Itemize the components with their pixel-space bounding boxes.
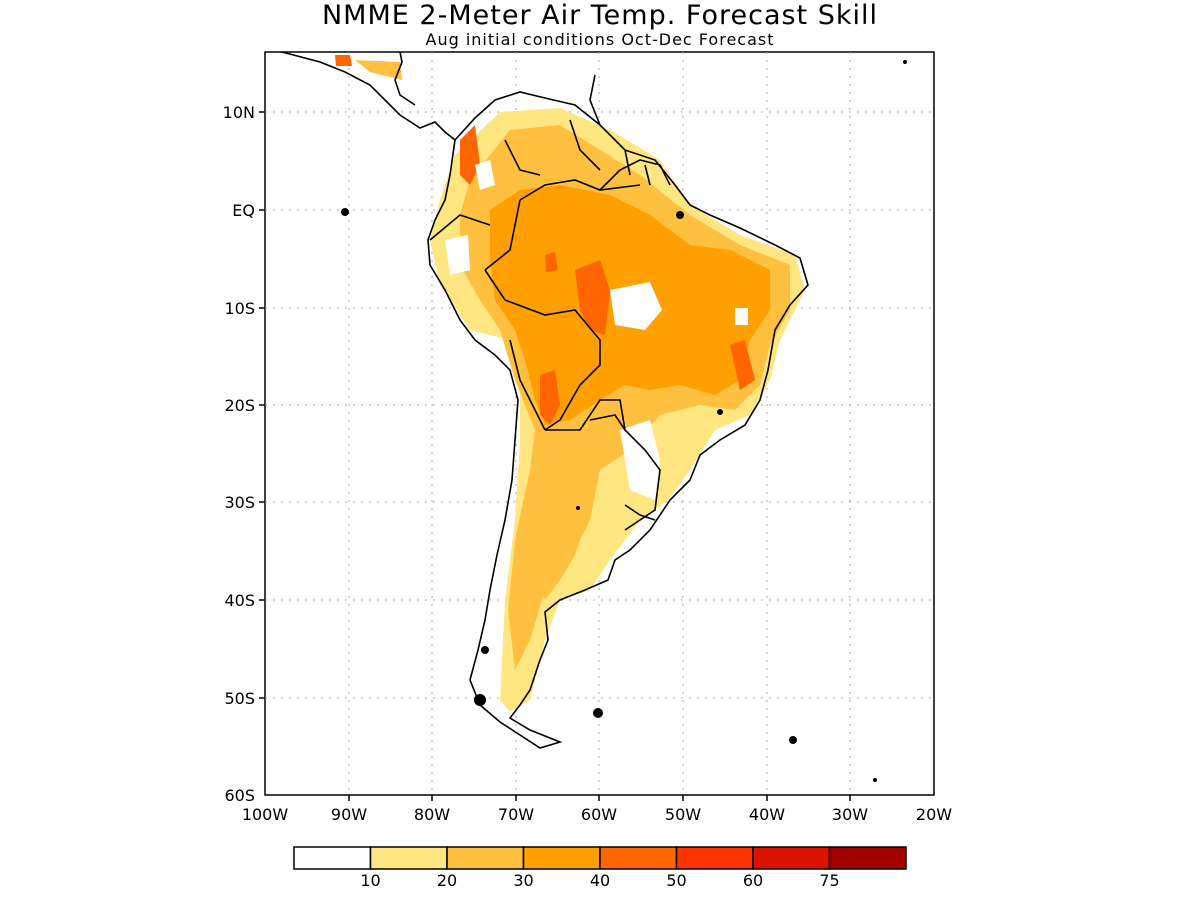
lon-label: 40W: [749, 805, 785, 824]
legend-swatch: [369, 846, 448, 870]
lon-labels: 100W 90W 80W 70W 60W 50W 40W 30W 20W: [242, 805, 952, 824]
legend-swatch: [752, 846, 831, 870]
legend-swatch: [828, 846, 907, 870]
legend-label: 50: [666, 871, 686, 890]
legend-label: 10: [360, 871, 380, 890]
color-legend: 10 20 30 40 50 60 75: [293, 846, 907, 890]
lat-label: 30S: [224, 493, 255, 512]
lon-label: 90W: [331, 805, 367, 824]
lat-label: 20S: [224, 396, 255, 415]
map-title: NMME 2-Meter Air Temp. Forecast Skill: [321, 0, 879, 31]
lat-label: EQ: [232, 201, 255, 220]
legend-label: 30: [513, 871, 533, 890]
legend-label: 75: [819, 871, 839, 890]
legend-swatch: [599, 846, 678, 870]
lat-label: 50S: [224, 689, 255, 708]
legend-label: 40: [590, 871, 610, 890]
lon-label: 20W: [916, 805, 952, 824]
legend-swatch: [522, 846, 601, 870]
legend-swatch: [293, 846, 372, 870]
lat-label: 10S: [224, 299, 255, 318]
lon-label: 100W: [242, 805, 289, 824]
lon-label: 50W: [665, 805, 701, 824]
lon-label: 70W: [498, 805, 534, 824]
lat-label: 60S: [224, 786, 255, 805]
coastlines: [281, 51, 809, 749]
legend-swatch: [446, 846, 525, 870]
legend-swatch: [675, 846, 754, 870]
lat-labels: 10N EQ 10S 20S 30S 40S 50S 60S: [223, 103, 255, 805]
islands: [341, 60, 907, 782]
lon-label: 80W: [414, 805, 450, 824]
lon-label: 30W: [832, 805, 868, 824]
axis-ticks: [259, 111, 851, 801]
map-subtitle: Aug initial conditions Oct-Dec Forecast: [425, 30, 775, 49]
legend-label: 20: [437, 871, 457, 890]
lat-label: 10N: [223, 103, 255, 122]
legend-label: 60: [743, 871, 763, 890]
skill-shading: [335, 55, 805, 712]
lat-label: 40S: [224, 591, 255, 610]
lon-label: 60W: [581, 805, 617, 824]
